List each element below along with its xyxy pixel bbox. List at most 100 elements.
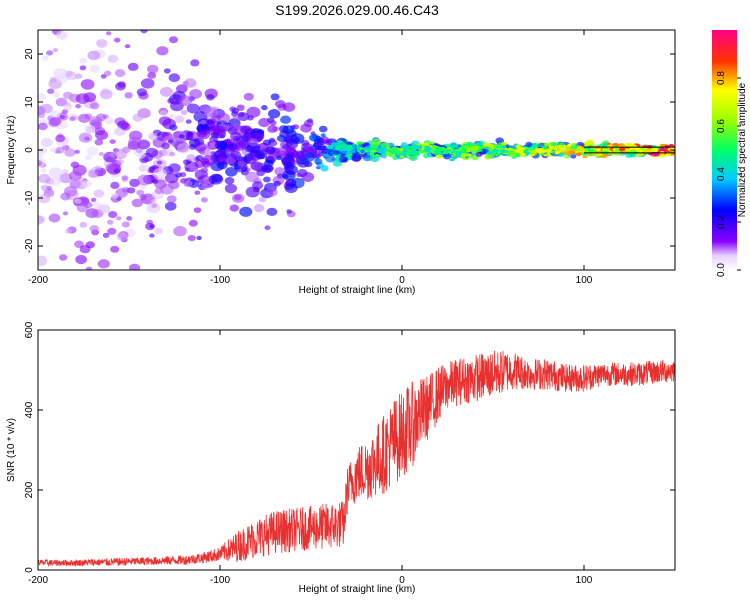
heatmap-cell <box>62 211 69 216</box>
heatmap-cell <box>232 193 245 203</box>
heatmap-cell <box>62 169 69 174</box>
heatmap-cell <box>68 171 82 181</box>
heatmap-cell <box>518 152 526 157</box>
heatmap-cell <box>38 215 45 225</box>
heatmap-cell <box>284 183 298 194</box>
heatmap-cell <box>392 155 399 160</box>
colorbar-ticks: 0.0 0.2 0.4 0.6 0.8 <box>716 71 741 277</box>
snr-frame <box>37 329 676 571</box>
heatmap-cell <box>193 207 202 214</box>
heatmap-cell <box>588 148 594 153</box>
heatmap-cell <box>258 196 267 203</box>
heatmap-cell <box>478 145 485 149</box>
heatmap-cell <box>127 62 139 71</box>
heatmap-cell <box>363 147 368 150</box>
heatmap-cell <box>319 136 330 145</box>
heatmap-cell <box>252 186 260 193</box>
heatmap-cell <box>230 131 242 141</box>
heatmap-cell <box>469 143 478 147</box>
heatmap-cell <box>156 160 163 165</box>
heatmap-cell <box>56 74 69 84</box>
heatmap-cell <box>109 139 116 145</box>
heatmap-x-tick-label: -100 <box>210 275 230 286</box>
heatmap-cell <box>266 207 278 216</box>
heatmap-cell <box>403 145 411 149</box>
heatmap-marks <box>38 30 675 270</box>
heatmap-cell <box>334 146 341 150</box>
heatmap-cell <box>146 219 153 225</box>
heatmap-cell <box>210 131 220 139</box>
heatmap-cell <box>75 93 90 104</box>
heatmap-cell <box>435 154 443 159</box>
heatmap-cell <box>188 219 198 227</box>
heatmap-y-tick-label: 20 <box>24 48 35 60</box>
heatmap-cell <box>431 145 438 149</box>
heatmap-cell <box>278 125 289 133</box>
heatmap-cell <box>173 226 187 237</box>
heatmap-cell <box>40 184 50 192</box>
heatmap-cell <box>476 149 484 152</box>
heatmap-cell <box>159 86 173 97</box>
heatmap-cell <box>224 177 235 185</box>
heatmap-cell <box>136 88 148 97</box>
heatmap-cell <box>126 216 133 221</box>
heatmap-cell <box>129 178 141 188</box>
heatmap-cell <box>495 137 505 144</box>
heatmap-y-ticks: -20 -10 0 10 20 <box>24 48 675 253</box>
snr-x-tick-label: -200 <box>28 575 48 586</box>
heatmap-cell <box>370 144 379 149</box>
heatmap-cell <box>200 119 207 125</box>
heatmap-cell <box>80 79 95 90</box>
heatmap-cell <box>78 113 90 123</box>
heatmap-cell <box>240 166 248 172</box>
heatmap-cell <box>179 172 187 178</box>
heatmap-cell <box>532 145 536 149</box>
heatmap-cell <box>280 115 292 124</box>
heatmap-cell <box>265 146 276 155</box>
heatmap-cell <box>247 138 259 147</box>
heatmap-cell <box>55 146 65 154</box>
heatmap-cell <box>131 198 143 208</box>
heatmap-cell <box>38 105 45 116</box>
heatmap-cell <box>270 93 280 101</box>
snr-y-label: SNR (10 * v/v) <box>6 418 17 482</box>
heatmap-cell <box>660 143 666 147</box>
heatmap-cell <box>614 148 620 152</box>
snr-y-tick-label: 600 <box>24 321 35 338</box>
heatmap-cell <box>230 150 242 160</box>
colorbar-tick-label: 0.2 <box>716 215 727 229</box>
heatmap-cell <box>219 134 226 139</box>
colorbar-tick-label: 0.6 <box>716 119 727 133</box>
heatmap-cell <box>299 160 306 165</box>
heatmap-cell <box>183 180 193 188</box>
heatmap-cell <box>74 198 82 204</box>
heatmap-cell <box>69 116 76 121</box>
heatmap-cell <box>269 120 277 126</box>
heatmap-cell <box>345 147 353 152</box>
heatmap-cell <box>38 151 44 158</box>
snr-x-label: Height of straight line (km) <box>299 584 416 595</box>
heatmap-cell <box>145 147 158 158</box>
heatmap-cell <box>196 235 202 241</box>
heatmap-cell <box>139 194 147 201</box>
heatmap-cell <box>94 165 102 171</box>
heatmap-cell <box>374 154 380 158</box>
heatmap-cell <box>466 153 472 156</box>
heatmap-cell <box>215 140 228 150</box>
heatmap-cell <box>232 114 239 120</box>
snr-y-tick-label: 400 <box>24 401 35 418</box>
heatmap-cell <box>525 151 530 154</box>
heatmap-cell <box>138 163 150 173</box>
heatmap-cell <box>378 149 386 154</box>
heatmap-cell <box>52 91 61 98</box>
heatmap-cell <box>659 147 666 152</box>
heatmap-cell <box>370 138 382 147</box>
heatmap-cell <box>194 159 206 168</box>
heatmap-cell <box>110 151 117 158</box>
heatmap-cell <box>63 91 73 100</box>
heatmap-y-tick-label: -20 <box>24 238 35 253</box>
heatmap-cell <box>488 143 494 148</box>
heatmap-cell <box>89 225 99 233</box>
heatmap-cell <box>514 149 523 153</box>
heatmap-cell <box>74 149 80 154</box>
